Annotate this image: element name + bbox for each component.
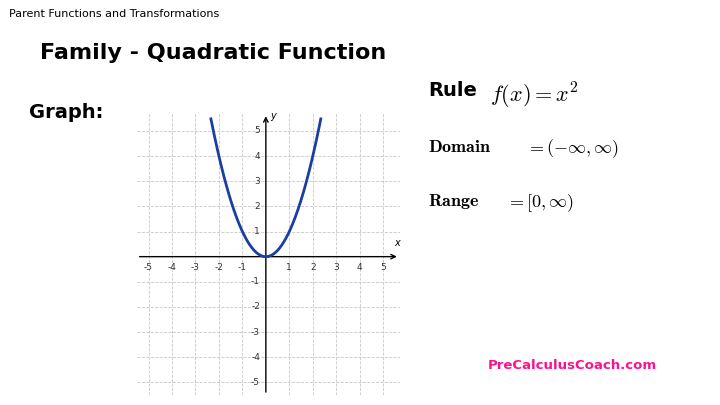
Text: y: y (271, 111, 276, 121)
Text: Graph:: Graph: (29, 103, 103, 122)
Text: 1: 1 (254, 227, 260, 236)
Text: -3: -3 (251, 328, 260, 337)
Text: Rule: Rule (428, 81, 477, 100)
Text: -5: -5 (144, 263, 153, 272)
Text: PreCalculusCoach.com: PreCalculusCoach.com (488, 359, 657, 372)
Text: 5: 5 (254, 126, 260, 136)
Text: 4: 4 (357, 263, 363, 272)
Text: -1: -1 (251, 277, 260, 286)
Text: x: x (395, 238, 400, 248)
Text: 1: 1 (287, 263, 292, 272)
Text: -2: -2 (215, 263, 223, 272)
Text: 4: 4 (254, 151, 260, 161)
Text: $= (-\infty, \infty)$: $= (-\infty, \infty)$ (526, 138, 618, 160)
Text: -4: -4 (251, 353, 260, 362)
Text: -4: -4 (168, 263, 176, 272)
Text: Family - Quadratic Function: Family - Quadratic Function (40, 43, 386, 62)
Text: 2: 2 (310, 263, 315, 272)
Text: Parent Functions and Transformations: Parent Functions and Transformations (9, 9, 219, 19)
Text: 5: 5 (380, 263, 386, 272)
Text: -3: -3 (191, 263, 200, 272)
Text: $f_{\!\{x\}}$: $f_{\!\{x\}}$ (446, 355, 464, 371)
Text: 3: 3 (254, 177, 260, 186)
Text: $\mathbf{Range}$: $\mathbf{Range}$ (428, 192, 480, 211)
Text: -5: -5 (251, 378, 260, 387)
Text: $f(x) = x^2$: $f(x) = x^2$ (490, 81, 579, 111)
Text: $= [0, \infty)$: $= [0, \infty)$ (506, 192, 574, 214)
Text: 2: 2 (254, 202, 260, 211)
Text: -1: -1 (238, 263, 247, 272)
Text: $\mathbf{Domain}$: $\mathbf{Domain}$ (428, 138, 492, 156)
Text: 3: 3 (333, 263, 339, 272)
Text: -2: -2 (251, 303, 260, 311)
